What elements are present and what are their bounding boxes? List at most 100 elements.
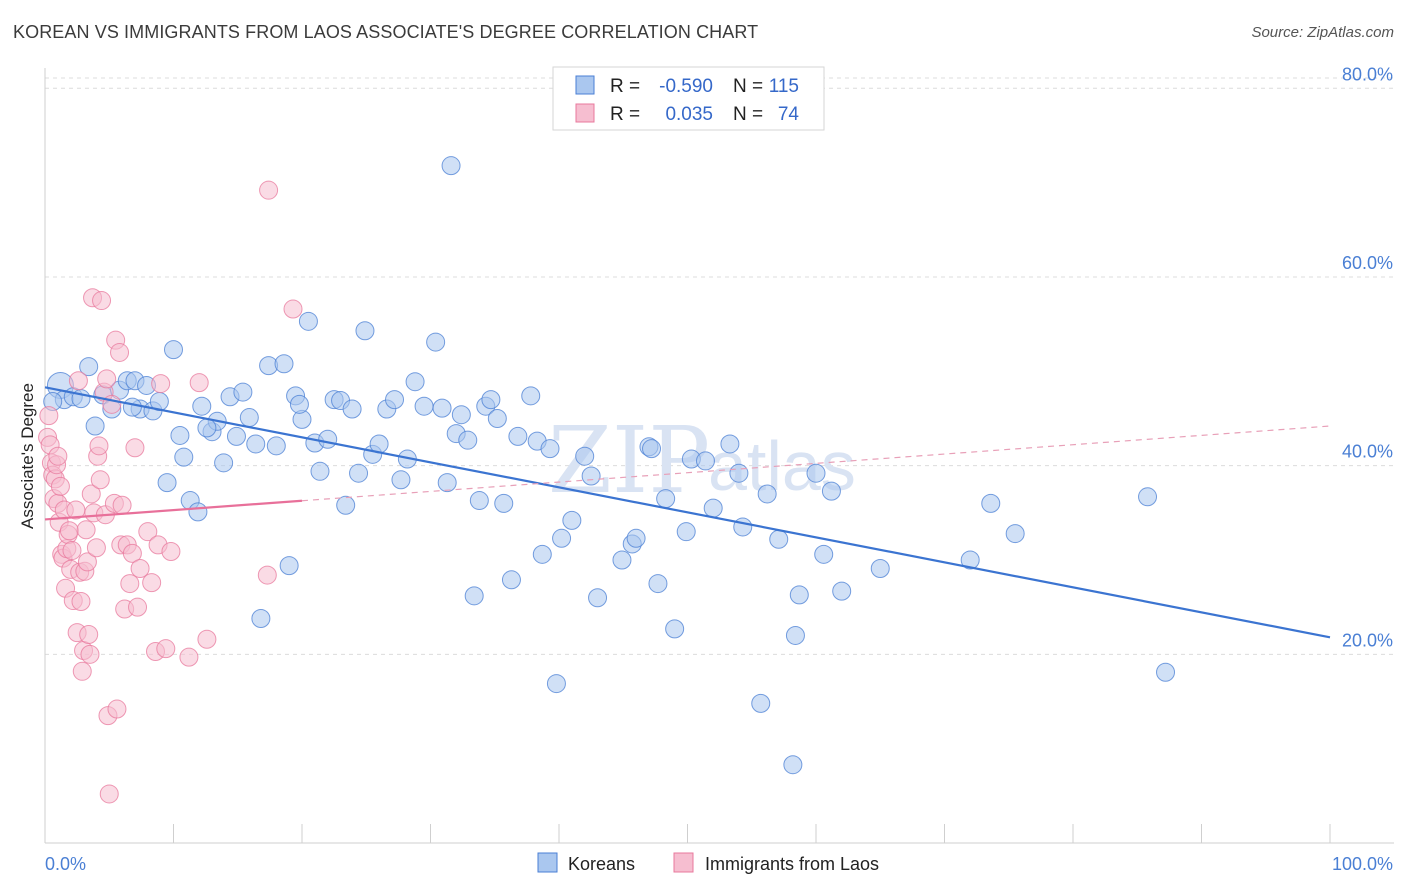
point-0-39 [318,429,338,449]
point-0-94 [751,693,771,713]
chart-source: Source: ZipAtlas.com [1251,24,1394,41]
trend-laos-solid [44,499,303,521]
y-axis-label: Associate's Degree [18,383,37,529]
point-0-85 [656,489,676,509]
point-1-68 [189,373,209,393]
point-0-91 [720,434,740,454]
point-0-112 [122,397,142,417]
point-0-87 [676,522,696,542]
point-1-25 [71,591,91,611]
point-0-38 [310,461,330,481]
chart-title: KOREAN VS IMMIGRANTS FROM LAOS ASSOCIATE… [13,22,759,42]
point-0-4 [85,416,105,436]
trend-laos-dashed [301,425,1331,502]
point-0-67 [501,570,521,590]
point-0-27 [239,408,259,428]
point-0-106 [981,493,1001,513]
stats-r-value-koreans: -0.590 [659,76,713,97]
y-tick-label-0: 20.0% [1342,630,1393,650]
point-0-76 [575,446,595,466]
point-1-52 [112,495,132,515]
point-0-78 [588,588,608,608]
point-0-61 [464,586,484,606]
point-1-45 [99,784,119,804]
point-0-57 [441,156,461,176]
point-1-39 [90,470,110,490]
stats-n-label-koreans: N = [733,76,763,97]
point-0-74 [552,528,572,548]
point-0-84 [648,574,668,594]
point-0-55 [432,398,452,418]
point-1-71 [259,180,279,200]
point-0-107 [1005,524,1025,544]
point-0-66 [494,493,514,513]
point-0-104 [870,558,890,578]
stats-r-label-koreans: R = [610,76,640,97]
y-tick-label-2: 60.0% [1342,253,1393,273]
point-1-38 [89,436,109,456]
point-0-89 [695,451,715,471]
point-0-29 [251,608,271,628]
point-1-59 [130,558,150,578]
series-legend: Koreans Immigrants from Laos [537,852,879,874]
series-1 [38,180,303,804]
point-0-31 [266,436,286,456]
point-0-62 [469,491,489,511]
point-0-113 [197,418,217,438]
point-0-96 [769,529,789,549]
point-1-43 [97,369,117,389]
point-0-43 [342,399,362,419]
point-0-71 [532,544,552,564]
trend-koreans [44,386,1331,639]
point-0-68 [508,426,528,446]
point-1-60 [138,522,158,542]
point-0-114 [289,394,309,414]
series-0 [43,156,1176,775]
point-1-64 [151,374,171,394]
series-legend-swatch-laos [673,852,694,873]
point-1-19 [62,541,82,561]
stats-legend-swatch-laos [575,103,595,123]
point-0-90 [703,498,723,518]
point-0-14 [157,473,177,493]
point-0-25 [226,426,246,446]
data-points [38,156,1176,804]
point-1-26 [72,661,92,681]
point-0-100 [806,463,826,483]
point-1-57 [125,438,145,458]
point-0-69 [521,386,541,406]
point-0-102 [821,481,841,501]
point-0-3 [79,357,99,377]
point-0-83 [642,439,662,459]
stats-n-label-laos: N = [733,104,763,125]
trend-lines [44,386,1331,639]
stats-n-value-koreans: 115 [769,76,799,97]
point-1-10 [50,476,70,496]
point-1-50 [110,342,130,362]
point-0-81 [626,528,646,548]
series-legend-label-laos: Immigrants from Laos [705,854,879,874]
stats-legend-box [552,66,825,131]
point-0-19 [188,502,208,522]
point-0-93 [733,517,753,537]
point-0-60 [458,430,478,450]
point-0-79 [612,550,632,570]
point-0-17 [174,447,194,467]
gridlines [45,77,1394,655]
point-0-20 [192,396,212,416]
stats-n-value-laos: 74 [778,104,800,125]
series-legend-label-koreans: Koreans [568,854,635,874]
point-0-77 [581,466,601,486]
point-1-33 [81,484,101,504]
point-1-29 [76,520,96,540]
x-tick-label-1: 100.0% [1332,854,1393,874]
point-1-30 [77,552,97,572]
point-1-36 [86,538,106,558]
point-0-16 [170,425,190,445]
point-0-101 [814,544,834,564]
point-1-66 [161,541,181,561]
point-1-69 [197,629,217,649]
axes [44,68,1394,844]
point-0-15 [164,340,183,360]
